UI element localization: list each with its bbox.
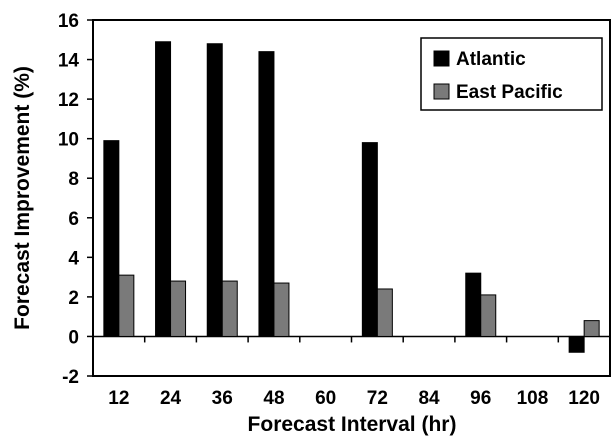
bar-east-pacific — [273, 282, 290, 337]
bar-east-pacific — [583, 320, 600, 337]
legend-label-atlantic: Atlantic — [456, 49, 526, 70]
y-tick-label: 8 — [68, 169, 79, 190]
y-tick-label: 6 — [68, 209, 79, 230]
y-tick-label: 10 — [58, 130, 79, 151]
x-tick-label: 60 — [315, 388, 336, 409]
bar-atlantic — [465, 272, 482, 337]
x-axis-ticks: 12 24 36 48 60 72 84 96 108 120 — [92, 336, 611, 409]
y-tick-label: 14 — [58, 51, 80, 72]
bar-east-pacific — [118, 274, 135, 337]
x-axis-title: Forecast Interval (hr) — [248, 413, 457, 436]
bar-east-pacific — [376, 288, 393, 337]
bar-atlantic — [103, 140, 120, 337]
x-tick-label: 108 — [517, 388, 549, 409]
x-tick-label: 24 — [160, 388, 182, 409]
bar-atlantic — [568, 335, 585, 353]
y-axis-ticks: -2 0 2 4 6 8 10 12 14 16 — [58, 11, 93, 388]
bar-atlantic — [206, 43, 223, 337]
legend-swatch-east-pacific — [433, 83, 450, 100]
y-tick-label: 4 — [68, 248, 79, 269]
x-tick-label: 96 — [470, 388, 491, 409]
y-tick-label: 12 — [58, 90, 79, 111]
bars — [103, 41, 600, 353]
bar-east-pacific — [221, 280, 238, 337]
legend-swatch-atlantic — [433, 50, 450, 67]
legend: Atlantic East Pacific — [420, 37, 603, 111]
legend-box — [420, 37, 603, 111]
x-tick-label: 36 — [212, 388, 233, 409]
bar-atlantic — [361, 142, 378, 337]
x-tick-label: 12 — [108, 388, 129, 409]
bar-atlantic — [258, 51, 275, 337]
bar-east-pacific — [480, 294, 497, 337]
legend-label-east-pacific: East Pacific — [456, 82, 563, 103]
x-tick-label: 84 — [418, 388, 440, 409]
bar-atlantic — [155, 41, 172, 337]
y-tick-label: -2 — [62, 367, 79, 388]
y-axis-title: Forecast Improvement (%) — [11, 66, 34, 330]
y-tick-label: 0 — [68, 327, 79, 348]
y-tick-label: 2 — [68, 288, 79, 309]
x-tick-label: 120 — [568, 388, 600, 409]
plot-frame — [92, 19, 611, 377]
x-tick-label: 48 — [263, 388, 284, 409]
bar-east-pacific — [170, 280, 187, 337]
y-tick-label: 16 — [58, 11, 79, 32]
x-tick-label: 72 — [367, 388, 388, 409]
